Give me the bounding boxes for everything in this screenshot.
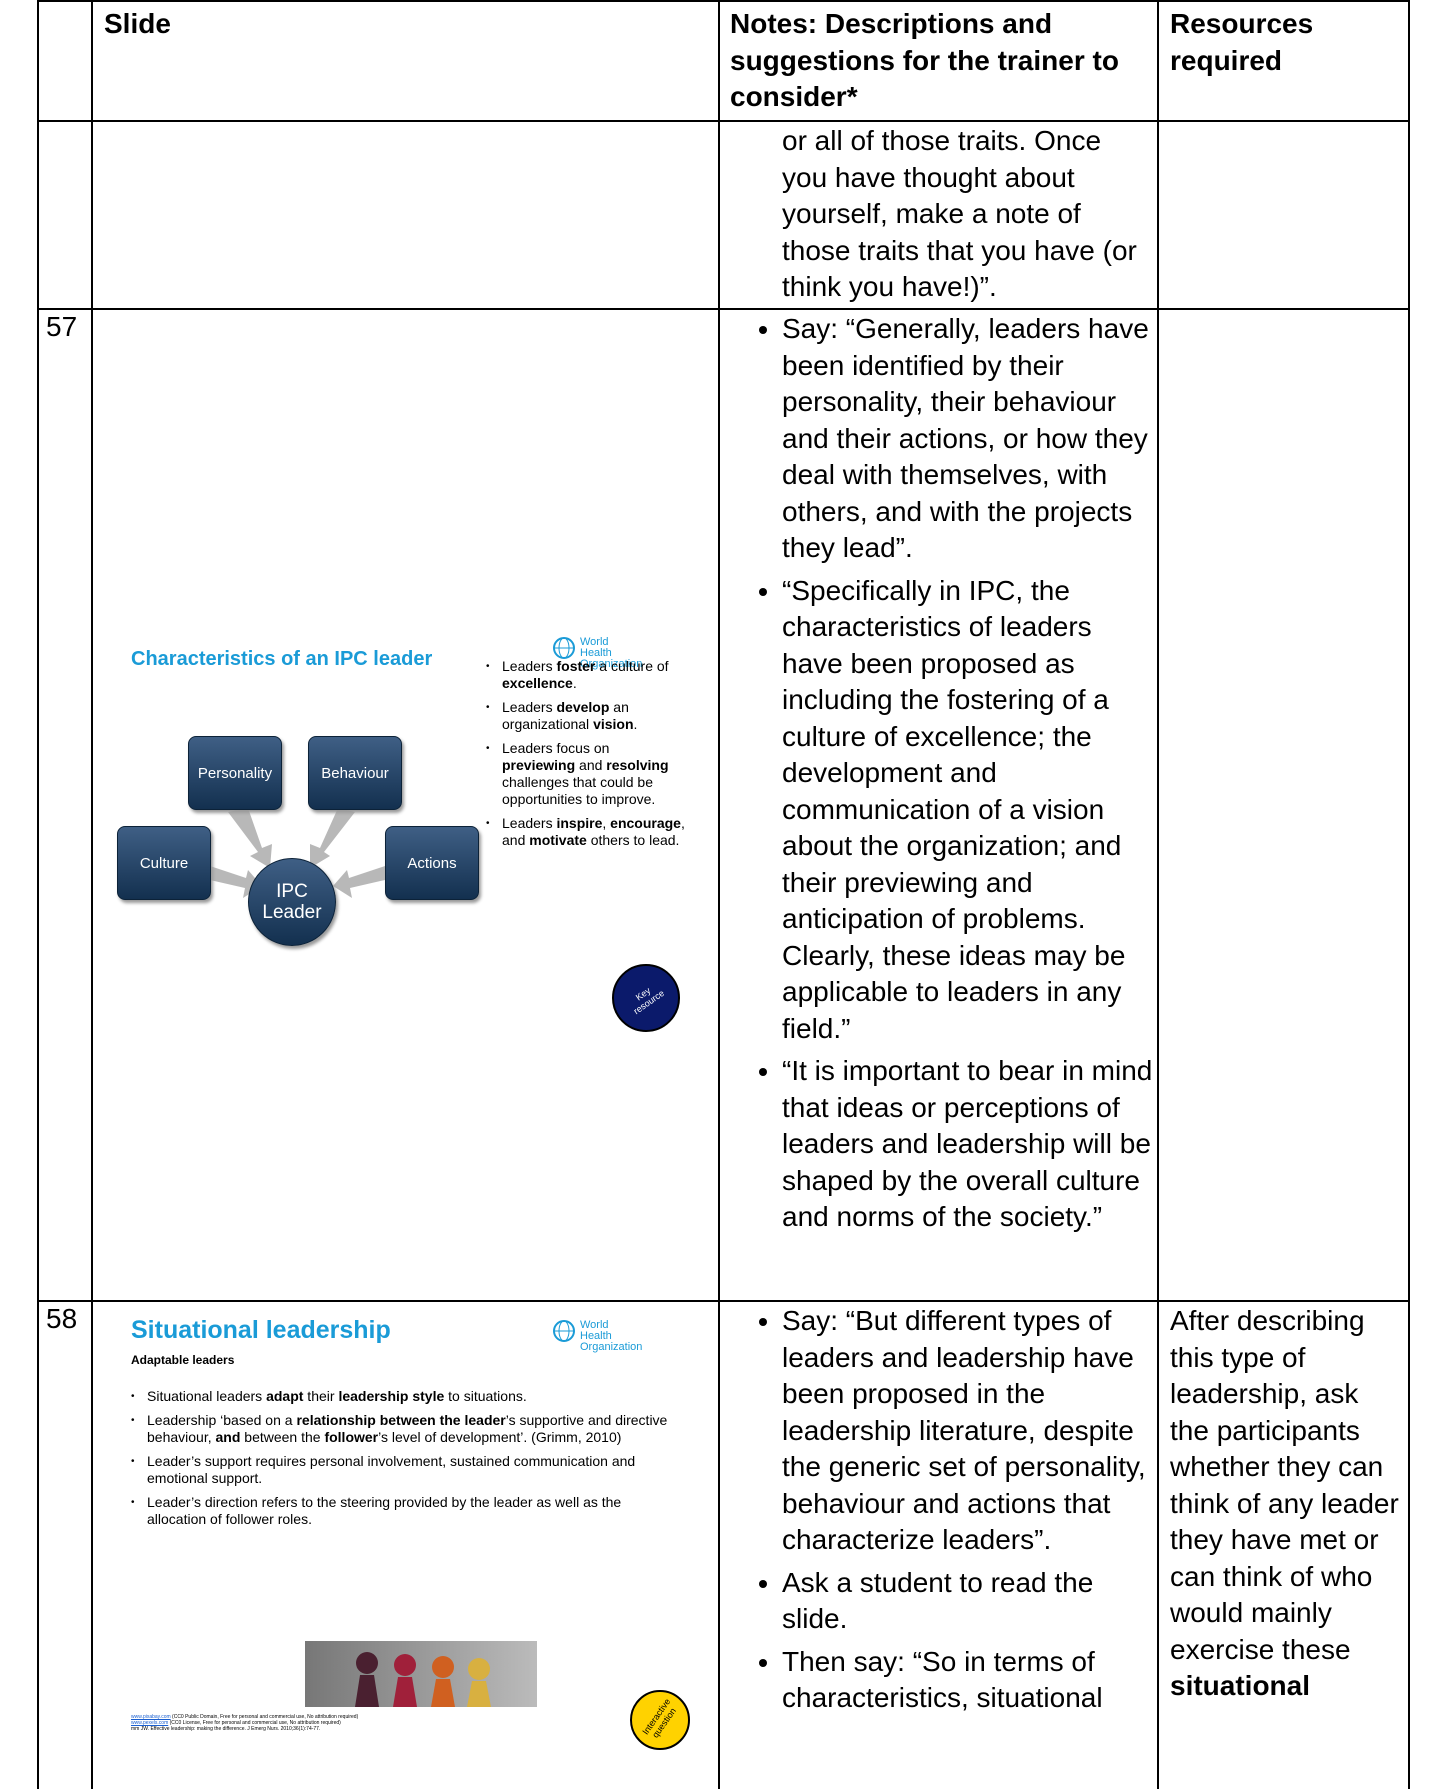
row-border <box>37 308 1410 310</box>
notes-cell: Say: “Generally, leaders have been ident… <box>730 311 1155 1236</box>
text-segment: relationship between the leader <box>296 1412 506 1428</box>
text-segment: others to lead. <box>586 832 680 848</box>
slide-subtitle: Adaptable leaders <box>131 1353 235 1367</box>
text-segment: situational <box>1170 1670 1311 1701</box>
text-segment: follower <box>324 1429 379 1445</box>
diagram-node: Behaviour <box>308 736 402 810</box>
text-segment: develop <box>556 699 610 715</box>
row-border <box>37 1300 1410 1302</box>
list-item: www.pixabay.com (CC0 Public Domain, Free… <box>131 1714 551 1720</box>
text-segment: , and <box>502 815 685 848</box>
header-notes: Notes: Descriptions and suggestions for … <box>730 8 1119 112</box>
header-slide: Slide <box>104 8 171 39</box>
badge: Key resource <box>612 964 680 1032</box>
column-border <box>1408 0 1410 1789</box>
diagram-center: IPC Leader <box>248 858 336 946</box>
list-item: Leader’s direction refers to the steerin… <box>131 1494 671 1528</box>
link-text[interactable]: www.pexels.com <box>131 1720 169 1726</box>
diagram-arrows <box>210 808 385 898</box>
note: Say: “Generally, leaders have been ident… <box>782 311 1155 567</box>
text-segment: previewing <box>502 757 576 773</box>
text-segment: to situations. <box>444 1388 527 1404</box>
text-segment: motivate <box>529 832 587 848</box>
list-item: Leaders develop an organizational vision… <box>486 699 686 733</box>
text-segment: adapt <box>266 1388 304 1404</box>
text-segment: Situational leaders <box>147 1388 267 1404</box>
text-segment: vision <box>593 716 634 732</box>
text-segment: (CC0 License, Free for personal and comm… <box>168 1720 341 1726</box>
text-segment: mm JW. Effective leadership: making the … <box>131 1726 321 1732</box>
text-segment: a culture of <box>595 658 669 674</box>
text-segment: inspire <box>556 815 603 831</box>
diagram-node: Culture <box>117 826 211 900</box>
logo-text: World Health Organization <box>580 1319 643 1353</box>
column-border <box>91 0 93 1789</box>
text-segment: an organizational <box>502 699 629 732</box>
table-border <box>37 0 1410 2</box>
slide-title: Characteristics of an IPC leader <box>131 648 433 670</box>
logo-icon <box>553 1320 575 1342</box>
note: “It is important to bear in mind that id… <box>782 1053 1155 1236</box>
slide-photo <box>305 1641 537 1707</box>
logo-icon <box>553 637 575 659</box>
text-segment: encourage <box>610 815 681 831</box>
text-segment: Leaders <box>502 815 557 831</box>
list-item: Leaders inspire, encourage, and motivate… <box>486 815 686 849</box>
badge-text: Key resource <box>631 985 667 1017</box>
text-segment: Leaders focus on <box>502 740 610 756</box>
text-segment: foster <box>556 658 596 674</box>
slide-bullets: Situational leaders adapt their leadersh… <box>131 1388 671 1535</box>
resources-cell: After describing this type of leadership… <box>1170 1303 1402 1705</box>
text-segment: Leadership ‘based on a <box>147 1412 297 1428</box>
slide-bullets: Leaders foster a culture of excellence.L… <box>486 658 686 856</box>
slide-number: 57 <box>46 311 78 342</box>
column-border <box>37 0 39 1789</box>
column-border <box>718 0 720 1789</box>
list-item: Leaders focus on previewing and resolvin… <box>486 740 686 808</box>
text-segment: challenges that could be opportunities t… <box>502 774 656 807</box>
list-item: www.pexels.com (CC0 License, Free for pe… <box>131 1720 551 1726</box>
notes-text: or all of those traits. Once you have th… <box>782 125 1137 302</box>
column-border <box>1157 0 1159 1789</box>
text-segment: . <box>572 675 577 691</box>
note: “Specifically in IPC, the characteristic… <box>782 573 1155 1048</box>
note: Then say: “So in terms of characteristic… <box>782 1644 1155 1717</box>
text-segment: , <box>602 815 611 831</box>
slide-title: Situational leadership <box>131 1316 391 1344</box>
row-border <box>37 120 1410 122</box>
text-segment: . <box>633 716 638 732</box>
text-segment: their <box>303 1388 339 1404</box>
note: Say: “But different types of leaders and… <box>782 1303 1155 1559</box>
text-segment: ’s supportive and directive behaviour, <box>147 1412 668 1445</box>
notes-cell: Say: “But different types of leaders and… <box>730 1303 1155 1717</box>
note: Ask a student to read the slide. <box>782 1565 1155 1638</box>
text-segment: resolving <box>606 757 669 773</box>
list-item: Situational leaders adapt their leadersh… <box>131 1388 671 1405</box>
text-segment: leadership style <box>338 1388 445 1404</box>
list-item: Leadership ‘based on a relationship betw… <box>131 1412 671 1446</box>
badge-text: Interactive question <box>640 1696 678 1740</box>
list-item: Leader’s support requires personal invol… <box>131 1453 671 1487</box>
header-resources: Resources required <box>1170 8 1314 76</box>
link-text[interactable]: www.pixabay.com <box>131 1714 171 1720</box>
text-segment: between the <box>240 1429 325 1445</box>
diagram-node: Actions <box>385 826 479 900</box>
diagram-node: Personality <box>188 736 282 810</box>
list-item: Leaders foster a culture of excellence. <box>486 658 686 692</box>
slide-credits: www.pixabay.com (CC0 Public Domain, Free… <box>131 1714 551 1732</box>
list-item: mm JW. Effective leadership: making the … <box>131 1726 551 1732</box>
text-segment: (CC0 Public Domain, Free for personal an… <box>170 1714 359 1720</box>
text-segment: Leaders <box>502 699 557 715</box>
text-segment: Leader’s support requires personal invol… <box>147 1453 636 1486</box>
badge: Interactive question <box>630 1690 690 1750</box>
text-segment: excellence <box>502 675 573 691</box>
text-segment: ’s level of development’. (Grimm, 2010) <box>378 1429 622 1445</box>
text-segment: Leaders <box>502 658 557 674</box>
text-segment: Leader’s direction refers to the steerin… <box>147 1494 622 1527</box>
text-segment: and <box>215 1429 241 1445</box>
slide-number: 58 <box>46 1303 78 1334</box>
text-segment: After describing this type of leadership… <box>1170 1305 1399 1665</box>
text-segment: and <box>575 757 607 773</box>
